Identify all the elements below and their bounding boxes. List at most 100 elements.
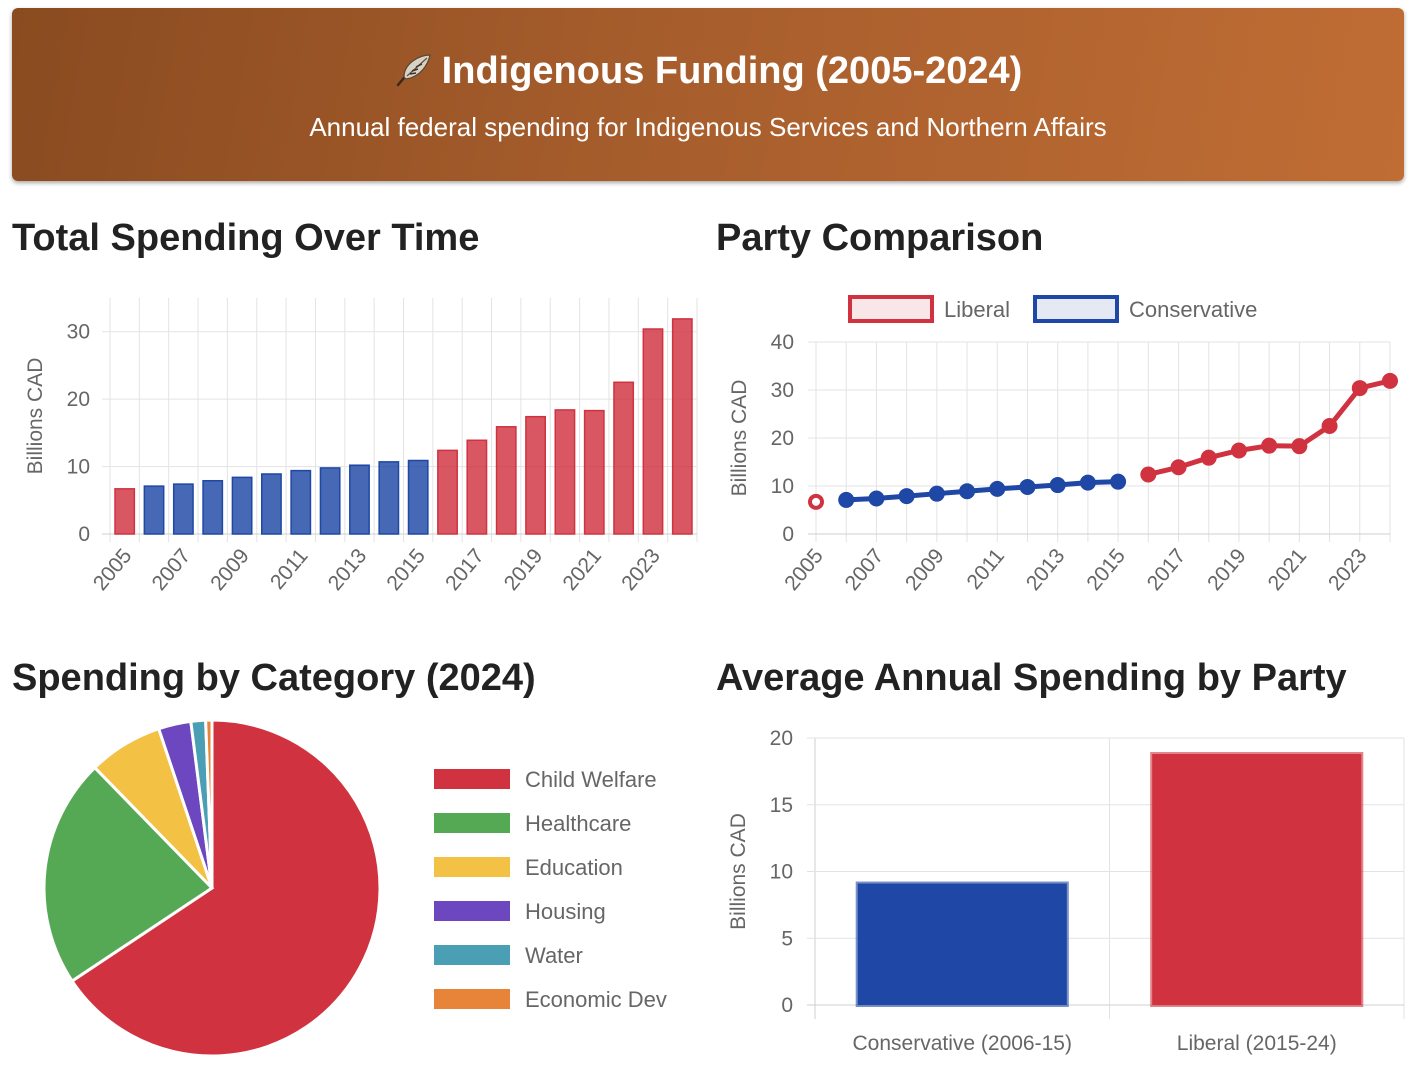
x-tick-label: 2017 — [441, 544, 489, 595]
x-tick-label: 2017 — [1143, 544, 1191, 595]
average-spending-title: Average Annual Spending by Party — [716, 657, 1347, 699]
x-tick-label: 2011 — [266, 544, 313, 593]
total-spending-bar — [290, 469, 312, 535]
x-tick-label: 2013 — [1022, 544, 1070, 595]
total-spending-bar — [319, 467, 341, 535]
total-spending-bar — [671, 318, 693, 535]
x-tick-label: 2023 — [1324, 544, 1372, 595]
x-tick-label: 2023 — [617, 544, 665, 595]
data-point-liberal — [1140, 466, 1157, 483]
data-point-liberal — [1230, 442, 1247, 459]
x-tick-label: 2005 — [89, 544, 137, 595]
y-axis-title: Billions CAD — [24, 358, 47, 475]
pie-slice — [70, 718, 382, 1058]
party-comparison-chart: 0 10 20 30 40 Liberal Conservative 2005 2007 2009… — [728, 295, 1398, 595]
total-spending-bar — [407, 459, 429, 535]
y-tick-label: 20 — [67, 388, 90, 411]
x-tick-label: 2011 — [962, 544, 1009, 593]
data-point-conservative — [1079, 474, 1096, 491]
total-spending-bar — [261, 473, 282, 535]
x-tick-label: 2007 — [148, 544, 196, 595]
x-tick-label: 2009 — [901, 544, 949, 595]
total-spending-bar — [466, 439, 488, 535]
data-point-conservative — [989, 480, 1006, 497]
y-tick-label: 20 — [771, 427, 794, 450]
total-spending-bar — [554, 409, 576, 535]
y-tick-label: 0 — [782, 523, 794, 546]
average-bar — [855, 881, 1069, 1007]
x-tick-label: 2019 — [1203, 544, 1251, 595]
data-point-liberal — [1170, 459, 1187, 476]
data-point-liberal — [1382, 372, 1398, 389]
legend-swatch — [434, 989, 510, 1009]
pie-slice — [42, 765, 215, 984]
total-spending-bar — [642, 328, 664, 535]
x-tick-label: 2015 — [1082, 544, 1130, 595]
total-spending-bar — [114, 488, 136, 535]
legend-label: Child Welfare — [525, 767, 657, 792]
x-tick-label: 2009 — [206, 544, 254, 595]
legend-swatch-liberal — [848, 295, 934, 323]
legend-swatch — [434, 857, 510, 877]
data-point-conservative — [838, 491, 855, 508]
page-title: Indigenous Funding (2005-2024) — [441, 50, 1023, 92]
total-spending-bar — [143, 485, 165, 535]
legend-label-liberal: Liberal — [944, 297, 1010, 322]
total-spending-bar — [349, 464, 370, 535]
x-tick-label: 2015 — [382, 544, 430, 595]
data-point-conservative — [1019, 478, 1036, 495]
average-spending-chart: 0 5 10 15 20 Conservative (2006-15) Liberal (2… — [727, 727, 1405, 1055]
x-tick-label: 2021 — [558, 544, 606, 595]
legend-swatch — [434, 813, 510, 833]
total-spending-bar — [525, 415, 547, 535]
legend-label: Water — [525, 943, 583, 968]
y-tick-label: 0 — [781, 994, 793, 1017]
legend-swatch — [434, 901, 510, 921]
y-tick-label: 5 — [781, 927, 793, 950]
category-title: Spending by Category (2024) — [12, 657, 536, 699]
data-point-liberal — [1261, 437, 1278, 454]
y-tick-label: 40 — [771, 331, 794, 354]
x-tick-label: Conservative (2006-15) — [853, 1032, 1072, 1055]
page-header: Indigenous Funding (2005-2024) Annual fe… — [12, 8, 1404, 181]
total-spending-bar — [172, 483, 194, 535]
y-tick-label: 10 — [67, 456, 90, 479]
data-point-liberal — [808, 493, 824, 510]
total-spending-bar — [583, 409, 605, 535]
party-comparison-title: Party Comparison — [716, 217, 1044, 259]
y-tick-label: 30 — [67, 321, 90, 344]
data-point-liberal — [1321, 418, 1338, 434]
pie-slice — [204, 718, 214, 889]
y-tick-label: 10 — [770, 861, 793, 884]
data-point-liberal — [1351, 380, 1368, 397]
data-point-liberal — [1291, 438, 1308, 455]
data-point-liberal — [1200, 449, 1217, 466]
data-point-conservative — [1110, 473, 1127, 490]
data-point-conservative — [898, 488, 915, 505]
x-tick-label: 2013 — [324, 544, 372, 595]
page-subtitle: Annual federal spending for Indigenous S… — [309, 112, 1107, 142]
y-axis-title: Billions CAD — [728, 380, 751, 497]
legend-label-conservative: Conservative — [1129, 297, 1257, 322]
total-spending-bar — [231, 476, 253, 535]
x-tick-label: Liberal (2015-24) — [1177, 1032, 1337, 1055]
x-tick-label: 2005 — [780, 544, 828, 595]
legend-label: Economic Dev — [525, 987, 667, 1012]
feather-icon — [396, 54, 431, 87]
legend-label: Education — [525, 855, 623, 880]
data-point-conservative — [928, 485, 945, 502]
data-point-conservative — [868, 490, 885, 507]
x-tick-label: 2007 — [841, 544, 889, 595]
x-tick-label: 2019 — [500, 544, 548, 595]
legend-label: Housing — [525, 899, 606, 924]
x-tick-label: 2021 — [1264, 544, 1312, 595]
legend-swatch — [434, 769, 510, 789]
y-tick-label: 30 — [771, 379, 794, 402]
category-pie-chart: Child Welfare Healthcare Education Housing W… — [42, 718, 667, 1058]
y-tick-label: 20 — [770, 727, 793, 750]
total-spending-bar — [437, 449, 458, 535]
total-spending-bar — [378, 461, 400, 535]
total-spending-bar — [495, 426, 517, 535]
y-tick-label: 10 — [771, 475, 794, 498]
